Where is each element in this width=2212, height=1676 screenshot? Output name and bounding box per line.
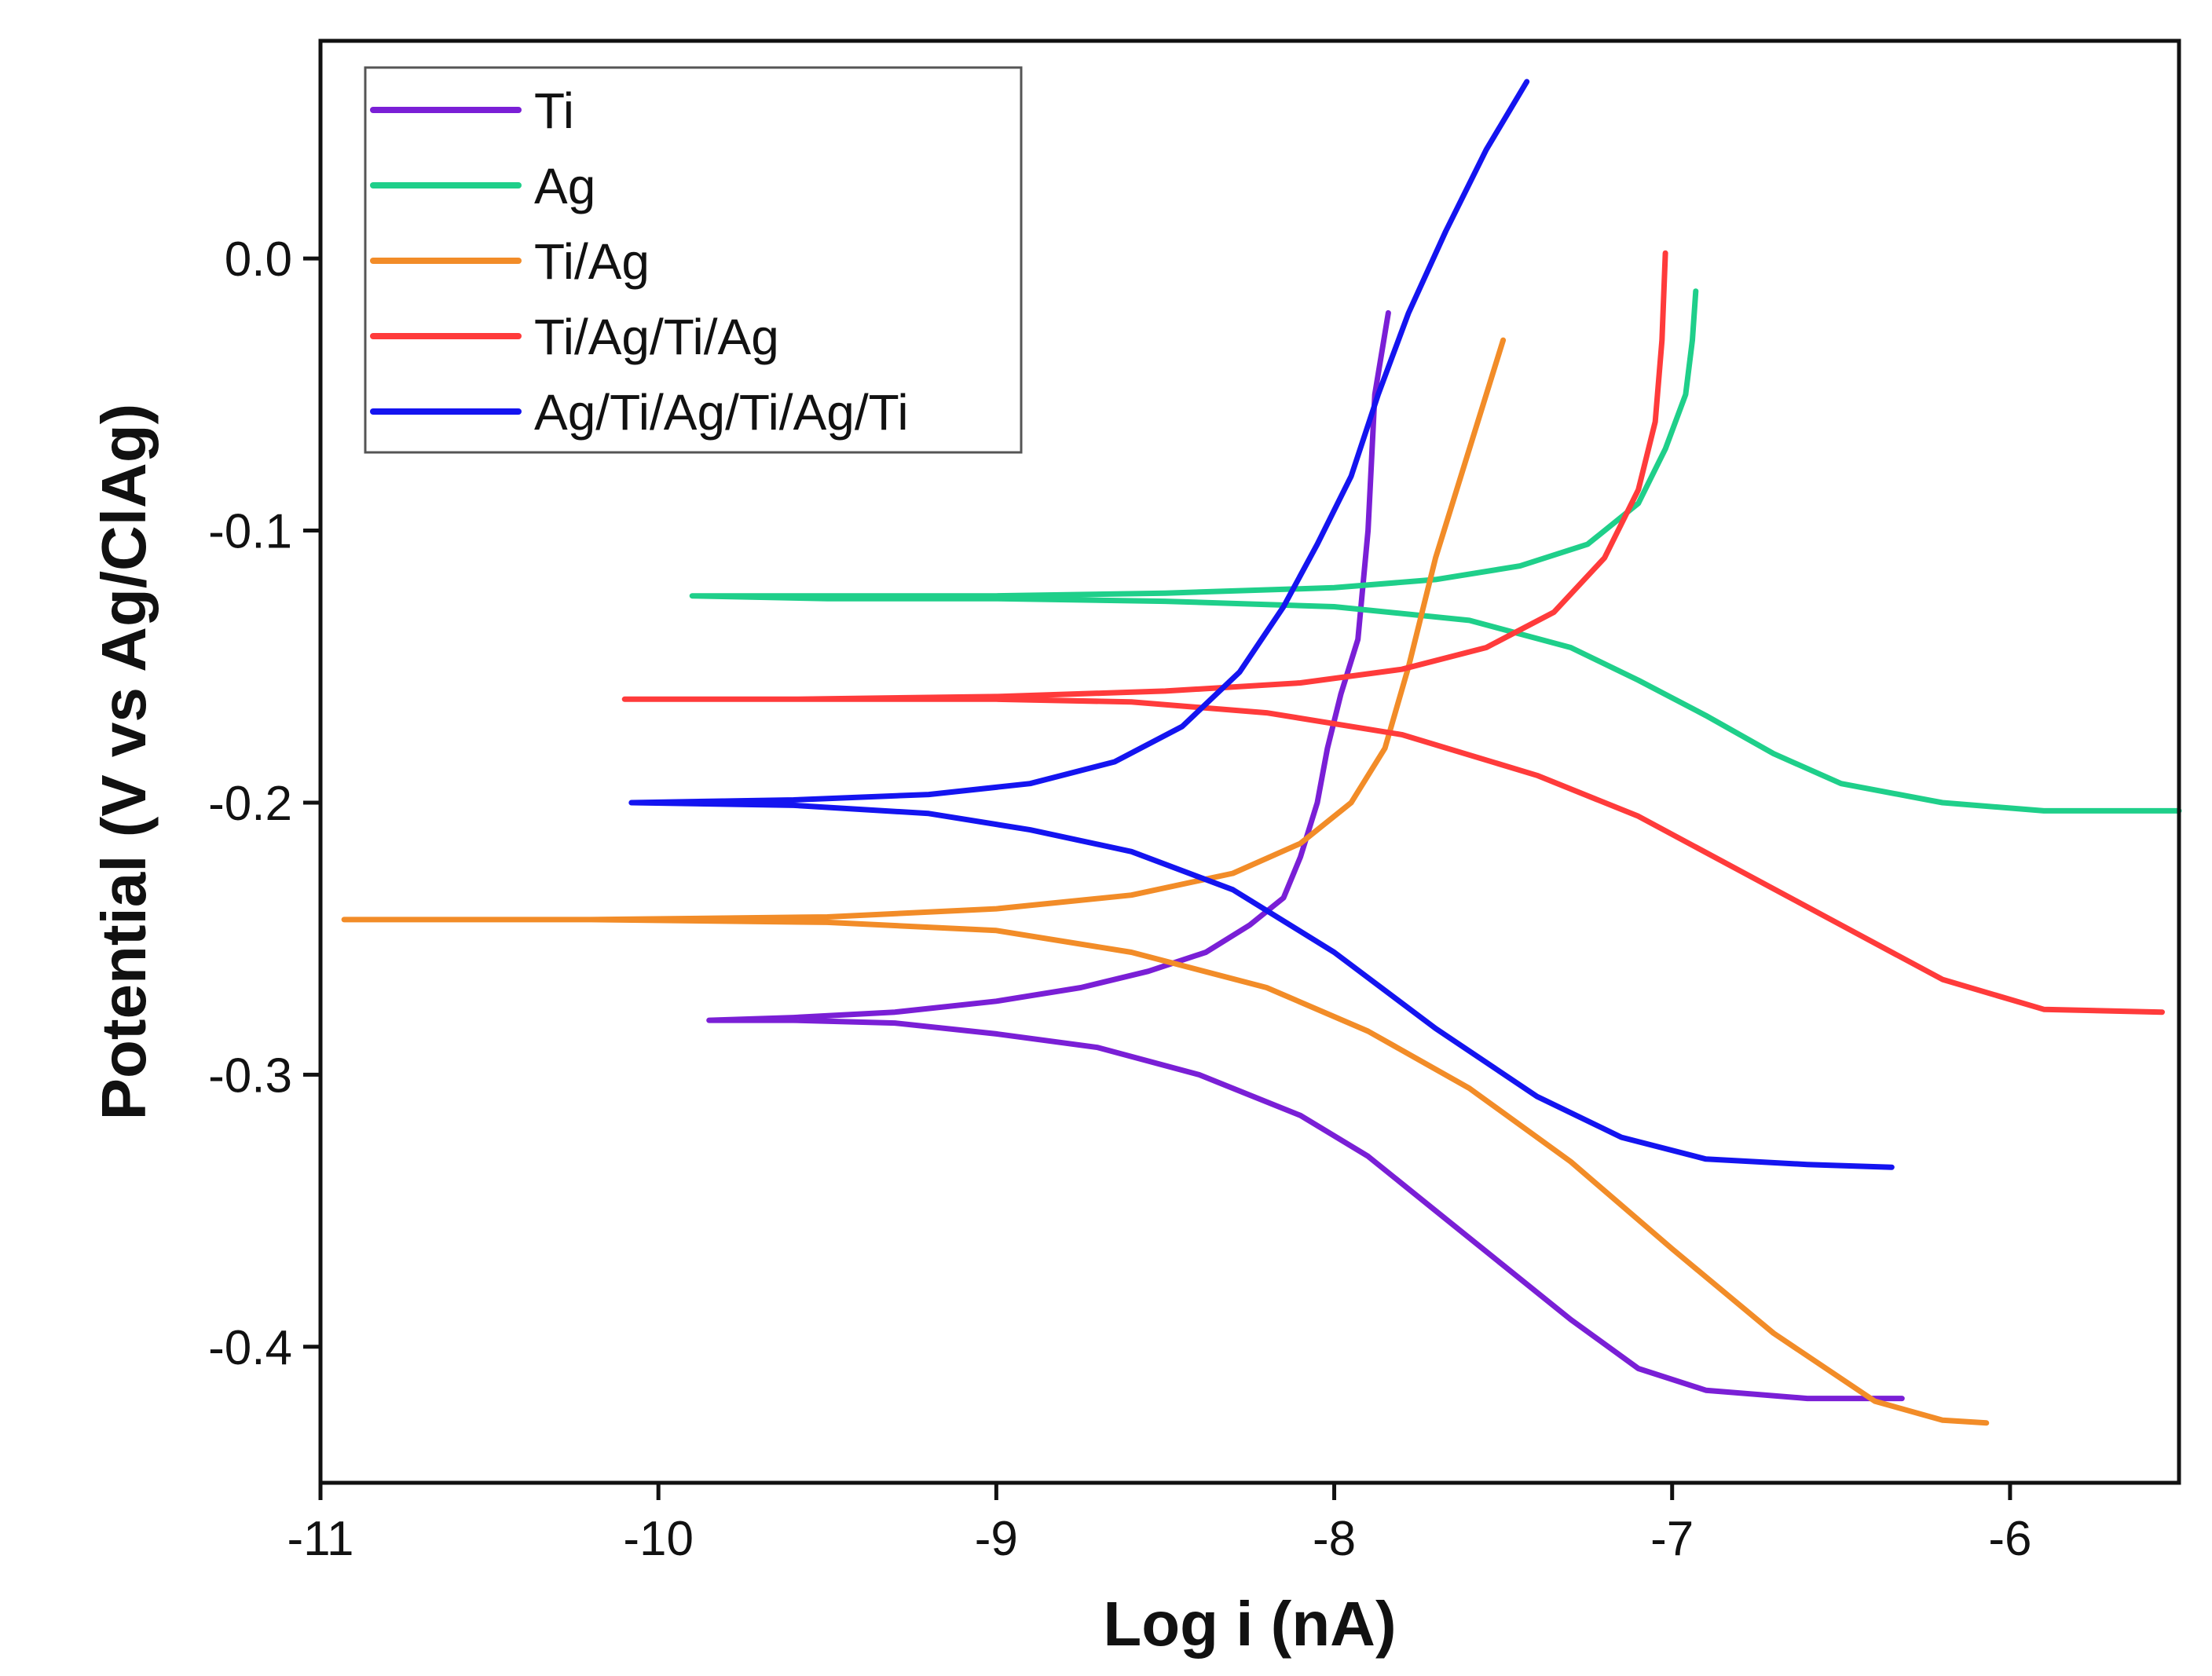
x-axis: -11 -10 -9 -8 -7 -6 <box>287 1483 2031 1566</box>
y-tick-label: -0.4 <box>208 1321 292 1375</box>
series-line-4 <box>621 250 2165 1015</box>
series-line-3 <box>341 337 1990 1426</box>
legend: Ti Ag Ti/Ag Ti/Ag/Ti/Ag Ag/Ti/Ag/Ti/Ag/Ti <box>364 66 1023 454</box>
x-tick-label: -10 <box>623 1512 694 1566</box>
x-tick-label: -11 <box>287 1512 353 1566</box>
x-tick-label: -9 <box>975 1512 1018 1566</box>
x-tick-label: -8 <box>1313 1512 1356 1566</box>
y-tick-label: -0.2 <box>208 777 292 831</box>
legend-label: Ag/Ti/Ag/Ti/Ag/Ti <box>534 384 909 441</box>
legend-label: Ti/Ag <box>534 233 650 290</box>
y-tick-label: -0.1 <box>208 505 292 559</box>
x-tick-label: -7 <box>1650 1512 1694 1566</box>
x-tick-label: -6 <box>1988 1512 2031 1566</box>
y-tick-label: 0.0 <box>225 232 292 287</box>
series-line-1 <box>706 309 1905 1402</box>
legend-label: Ag <box>534 158 595 214</box>
legend-label: Ti/Ag/Ti/Ag <box>534 309 779 365</box>
y-axis: 0.0 -0.1 -0.2 -0.3 -0.4 <box>208 232 320 1375</box>
legend-label: Ti <box>534 82 574 139</box>
series-line-5 <box>628 79 1895 1170</box>
y-tick-label: -0.3 <box>208 1048 292 1103</box>
y-axis-title: Potential (V vs Ag/ClAg) <box>89 404 159 1121</box>
series-layer <box>341 79 2182 1426</box>
plot-frame <box>318 38 2181 1485</box>
x-axis-title: Log i (nA) <box>1103 1589 1396 1659</box>
